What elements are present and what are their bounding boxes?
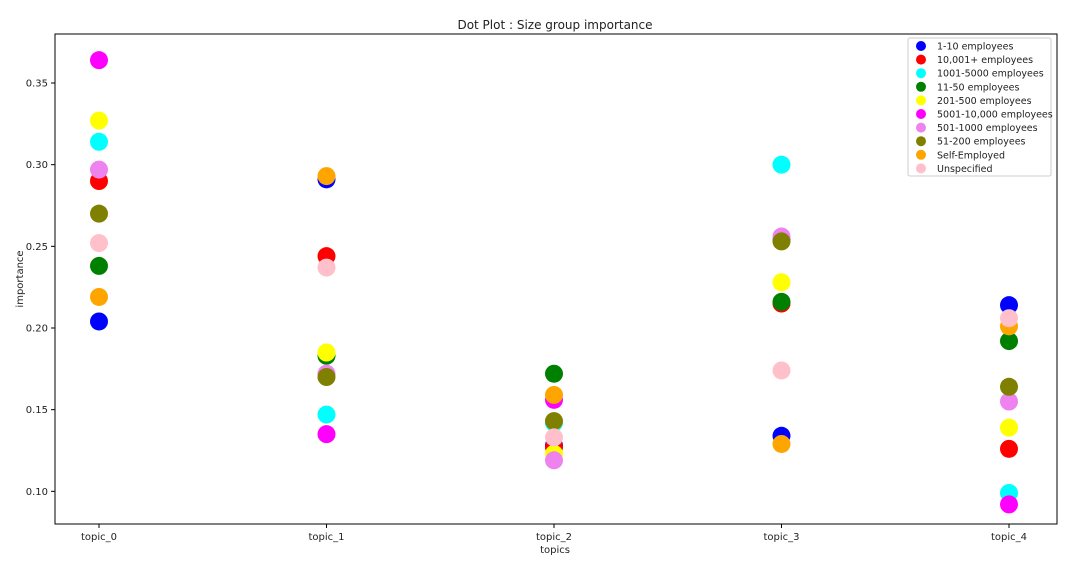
data-point — [1000, 439, 1018, 458]
legend-label: 11-50 employees — [937, 82, 1020, 93]
data-point — [545, 385, 563, 404]
data-point — [772, 155, 791, 174]
data-point — [317, 405, 336, 424]
x-tick-label: topic_4 — [991, 532, 1027, 543]
y-tick-label: 0.25 — [26, 242, 48, 253]
data-point — [90, 287, 108, 306]
y-tick-label: 0.35 — [26, 79, 48, 90]
data-point — [772, 292, 791, 311]
legend-label: 10,001+ employees — [937, 55, 1033, 66]
x-tick-label: topic_1 — [308, 532, 344, 543]
data-point — [772, 434, 791, 453]
data-point — [90, 312, 108, 331]
y-tick-label: 0.30 — [26, 160, 48, 171]
legend-label: Self-Employed — [937, 150, 1005, 161]
data-point — [90, 234, 108, 253]
legend-marker — [916, 136, 926, 147]
y-tick-label: 0.15 — [26, 405, 48, 416]
legend-item: Self-Employed — [916, 149, 1005, 161]
legend-marker — [916, 95, 926, 106]
legend-label: 1-10 employees — [937, 42, 1013, 53]
data-point — [90, 111, 108, 130]
legend-marker — [916, 163, 926, 174]
legend-label: 5001-10,000 employees — [937, 110, 1053, 121]
chart-title: Dot Plot : Size group importance — [457, 18, 652, 32]
x-tick-label: topic_0 — [81, 532, 117, 543]
data-point — [1000, 377, 1018, 396]
data-point — [90, 160, 108, 179]
legend-marker — [916, 54, 926, 65]
legend-item: 11-50 employees — [916, 81, 1020, 93]
data-point — [317, 258, 336, 277]
data-point — [1000, 309, 1018, 328]
x-tick-label: topic_3 — [763, 532, 799, 543]
data-point — [1000, 495, 1018, 514]
data-point — [317, 167, 336, 186]
legend-label: 501-1000 employees — [937, 123, 1038, 134]
data-point — [90, 204, 108, 223]
data-point — [545, 364, 563, 383]
data-point — [90, 132, 108, 151]
legend-label: 201-500 employees — [937, 96, 1032, 107]
series-11-50-employees — [90, 256, 1018, 383]
data-point — [772, 232, 791, 251]
series-unspecified — [90, 234, 1018, 447]
legend-item: 501-1000 employees — [916, 122, 1038, 134]
legend-marker — [916, 149, 926, 160]
legend-items: 1-10 employees 10,001+ employees 1001-5000… — [916, 41, 1053, 175]
legend-label: 51-200 employees — [937, 137, 1026, 148]
series-51-200-employees — [90, 204, 1018, 431]
data-point — [90, 256, 108, 275]
data-point — [1000, 418, 1018, 437]
data-point — [317, 425, 336, 444]
x-axis-label: topics — [540, 545, 570, 556]
data-point — [545, 428, 563, 447]
data-point — [90, 51, 108, 70]
data-point — [772, 273, 791, 292]
y-axis: 0.10 0.15 0.20 0.25 0.30 0.35 — [26, 79, 55, 498]
legend-label: 1001-5000 employees — [937, 69, 1044, 80]
legend-marker — [916, 109, 926, 119]
x-tick-label: topic_2 — [536, 532, 572, 543]
y-tick-label: 0.10 — [26, 487, 48, 498]
data-point — [545, 412, 563, 431]
legend-marker — [916, 81, 926, 92]
legend: 1-10 employees 10,001+ employees 1001-5000… — [907, 37, 1053, 177]
data-point — [1000, 296, 1018, 315]
legend-box — [907, 37, 1052, 177]
legend-marker — [916, 68, 926, 79]
legend-item: 1-10 employees — [916, 41, 1013, 53]
data-point — [545, 451, 563, 470]
data-point — [1000, 332, 1018, 351]
legend-marker — [916, 41, 926, 51]
y-axis-label: importance — [15, 250, 26, 307]
legend-marker — [916, 122, 926, 133]
legend-item: 10,001+ employees — [916, 54, 1033, 66]
data-point — [317, 343, 336, 362]
legend-item: 5001-10,000 employees — [916, 109, 1053, 121]
data-points — [90, 51, 1018, 514]
legend-item: 201-500 employees — [916, 95, 1032, 107]
y-tick-label: 0.20 — [26, 324, 48, 335]
legend-label: Unspecified — [937, 164, 993, 175]
legend-item: 1001-5000 employees — [916, 68, 1044, 80]
x-axis: topic_0 topic_1 topic_2 topic_3 topic_4 — [81, 524, 1027, 543]
data-point — [1000, 392, 1018, 411]
legend-item: 51-200 employees — [916, 136, 1026, 148]
legend-item: Unspecified — [916, 163, 993, 175]
data-point — [317, 368, 336, 386]
data-point — [772, 361, 791, 380]
